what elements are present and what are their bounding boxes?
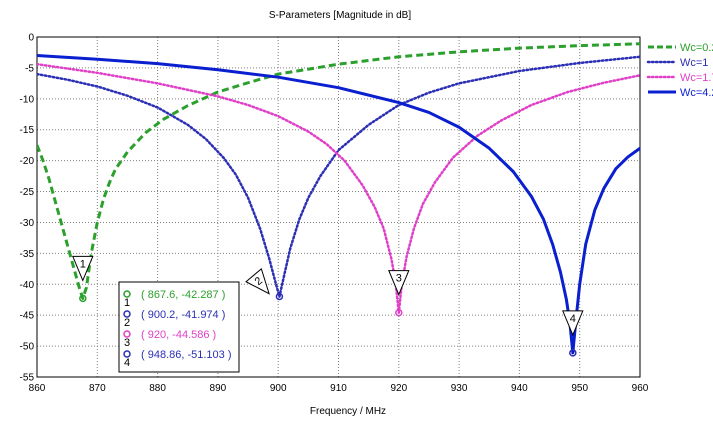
readout-id: 2 [124,317,130,329]
y-tick-label: -55 [20,373,35,384]
y-tick-label: -5 [25,63,34,74]
readout-value: ( 867.6, -42.287 ) [141,289,225,301]
x-tick-label: 860 [29,383,46,394]
y-tick-label: -40 [20,280,35,291]
marker-triangle [72,255,94,282]
readout-point-icon [123,330,131,338]
marker-readout-box [118,281,240,373]
y-tick-label: -20 [20,156,35,167]
readout-value: ( 900.2, -41.974 ) [141,309,225,321]
x-tick-label: 950 [571,383,588,394]
marker-flag: 1 [72,255,94,282]
marker-id-label: 1 [80,258,86,270]
y-tick-label: -50 [20,342,35,353]
chart-title: S-Parameters [Magnitude in dB] [269,10,412,21]
series-line [37,55,640,298]
marker-id-label: 3 [396,273,402,285]
legend-label: Wc=0.2 [680,42,713,54]
marker-layer: 1 2 3 4 1 ( 867.6, -42.287 ) 2 ( 900.2, -41.974… [72,255,584,373]
y-tick-label: 0 [28,33,34,44]
marker-flag: 4 [562,310,584,337]
y-tick-label: -45 [20,311,35,322]
x-tick-label: 900 [270,383,287,394]
readout-value: ( 920, -44.586 ) [141,329,216,341]
x-axis-label: Frequency / MHz [310,406,386,417]
x-tick-label: 930 [451,383,468,394]
marker-flag: 3 [388,270,410,296]
marker-point [395,308,403,317]
marker-flag: 2 [245,268,270,295]
marker-triangle [562,310,584,337]
series-line [37,54,640,355]
marker-id-label: 4 [570,313,576,325]
x-tick-label: 910 [330,383,347,394]
x-tick-label: 940 [511,383,528,394]
readout-point-icon [123,350,131,358]
marker-point [569,349,577,357]
series-line [37,42,640,300]
readout-id: 4 [124,357,130,369]
x-tick-label: 960 [632,383,649,394]
legend-label: Wc=4.2 [680,87,713,99]
legend-label: Wc=1.7 [680,72,713,84]
marker-point [275,292,284,301]
marker-triangle [245,268,270,295]
x-tick-label: 880 [149,383,166,394]
legend-label: Wc=1 [680,57,708,69]
y-tick-label: -15 [20,125,35,136]
x-tick-label: 870 [89,383,106,394]
x-axis-ticks: 860 870 880 890 900 910 920 930 940 950 960 [29,383,649,394]
marker-triangle [388,270,410,296]
y-tick-label: -25 [20,187,35,198]
y-tick-label: -10 [20,94,35,105]
readout-point-icon [123,290,131,298]
y-tick-label: -35 [20,249,35,260]
legend: Wc=0.2 Wc=1 Wc=1.7 Wc=4.2 [646,42,713,99]
y-axis-ticks: 0 -5 -10 -15 -20 -25 -30 -35 -40 -45 -50 -55 [20,33,35,384]
y-tick-label: -30 [20,218,35,229]
x-tick-label: 890 [210,383,227,394]
readout-id: 3 [124,337,130,349]
x-tick-label: 920 [390,383,407,394]
plot-border [36,36,641,378]
readout-point-icon [123,310,131,318]
readout-id: 1 [124,297,130,309]
marker-point [79,294,87,303]
readout-value: ( 948.86, -51.103 ) [141,349,232,361]
